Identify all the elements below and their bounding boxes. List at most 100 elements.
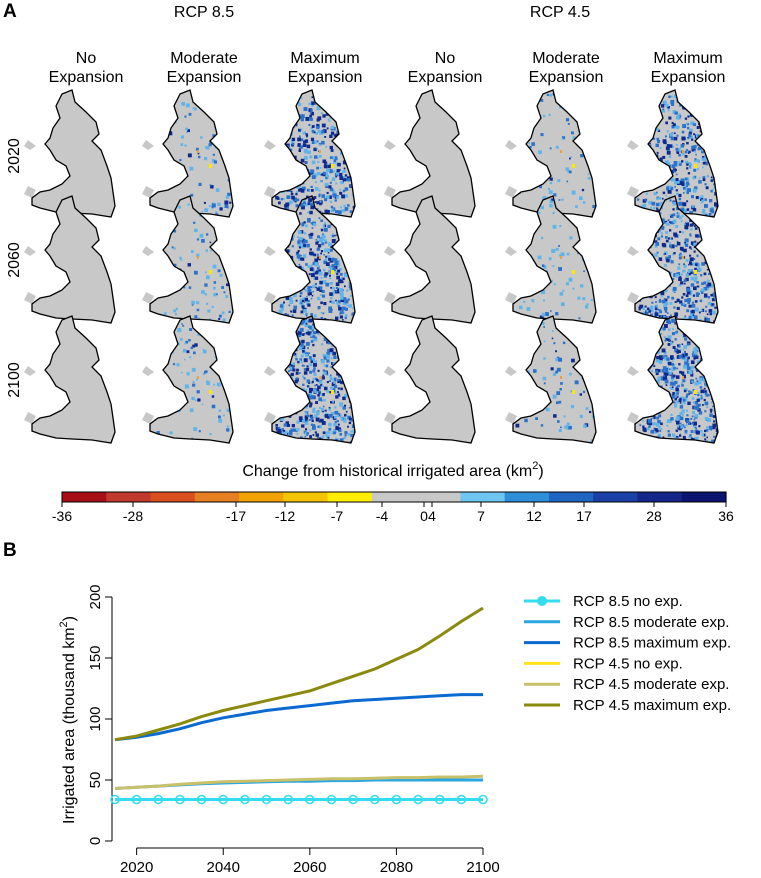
irrigation-pixel bbox=[651, 161, 655, 166]
irrigation-pixel bbox=[318, 397, 322, 402]
irrigation-pixel bbox=[678, 114, 682, 118]
irrigation-pixel bbox=[695, 329, 698, 333]
irrigation-pixel bbox=[672, 208, 675, 211]
irrigation-pixel bbox=[355, 288, 357, 290]
panel-a-letter: A bbox=[3, 1, 17, 22]
irrigation-pixel bbox=[572, 136, 576, 140]
irrigation-pixel bbox=[706, 175, 709, 178]
irrigation-pixel bbox=[279, 137, 283, 140]
irrigation-pixel bbox=[580, 131, 583, 134]
irrigation-pixel bbox=[693, 145, 697, 149]
irrigation-pixel bbox=[643, 246, 647, 250]
irrigation-pixel bbox=[286, 377, 289, 381]
irrigation-pixel bbox=[286, 385, 290, 390]
irrigation-pixel bbox=[295, 408, 298, 411]
irrigation-pixel bbox=[671, 296, 675, 300]
irrigation-pixel bbox=[672, 253, 675, 256]
irrigation-pixel bbox=[312, 285, 316, 289]
irrigation-pixel bbox=[704, 323, 706, 325]
irrigation-pixel bbox=[326, 381, 329, 384]
irrigation-pixel bbox=[701, 282, 704, 286]
irrigation-pixel bbox=[655, 372, 659, 376]
irrigation-pixel bbox=[532, 321, 534, 323]
irrigation-pixel bbox=[572, 270, 575, 274]
irrigation-pixel bbox=[297, 360, 300, 364]
irrigation-pixel bbox=[674, 180, 679, 185]
irrigation-pixel bbox=[290, 372, 294, 377]
irrigation-pixel bbox=[182, 348, 187, 353]
irrigation-pixel bbox=[556, 391, 561, 395]
irrigation-pixel bbox=[335, 299, 337, 302]
irrigation-pixel bbox=[301, 299, 305, 303]
irrigation-pixel bbox=[283, 301, 285, 304]
irrigation-pixel bbox=[558, 357, 563, 362]
irrigation-pixel bbox=[717, 330, 718, 335]
irrigation-pixel bbox=[653, 427, 656, 430]
irrigation-pixel bbox=[293, 289, 296, 291]
irrigation-pixel bbox=[657, 96, 660, 99]
irrigation-pixel bbox=[351, 194, 354, 197]
irrigation-pixel bbox=[340, 216, 344, 217]
irrigation-pixel bbox=[347, 376, 349, 379]
irrigation-pixel bbox=[585, 407, 589, 411]
irrigation-pixel bbox=[334, 113, 337, 116]
irrigation-pixel bbox=[322, 159, 327, 164]
irrigation-pixel bbox=[282, 96, 285, 99]
irrigation-pixel bbox=[708, 230, 712, 234]
irrigation-pixel bbox=[643, 428, 647, 433]
irrigation-pixel bbox=[652, 267, 655, 271]
irrigation-pixel bbox=[665, 368, 668, 371]
irrigation-pixel bbox=[320, 312, 323, 314]
irrigation-pixel bbox=[288, 212, 292, 216]
irrigation-pixel bbox=[321, 376, 325, 380]
irrigation-pixel bbox=[206, 302, 209, 305]
irrigation-pixel bbox=[693, 250, 696, 253]
irrigation-pixel bbox=[317, 425, 320, 428]
irrigation-pixel bbox=[209, 270, 212, 274]
irrigation-pixel bbox=[557, 420, 560, 423]
irrigation-pixel bbox=[667, 320, 671, 325]
irrigation-pixel bbox=[682, 150, 684, 153]
irrigation-pixel bbox=[662, 243, 667, 248]
irrigation-pixel bbox=[278, 242, 282, 246]
irrigation-pixel bbox=[322, 331, 326, 335]
irrigation-pixel bbox=[711, 328, 715, 332]
irrigation-pixel bbox=[354, 372, 355, 377]
irrigation-pixel bbox=[700, 107, 703, 111]
irrigation-pixel bbox=[276, 234, 280, 237]
irrigation-pixel bbox=[286, 98, 290, 102]
irrigation-pixel bbox=[553, 193, 557, 197]
irrigation-pixel bbox=[274, 248, 277, 252]
irrigation-pixel bbox=[564, 106, 567, 109]
irrigation-pixel bbox=[638, 176, 642, 181]
irrigation-pixel bbox=[354, 134, 355, 137]
irrigation-pixel bbox=[655, 221, 659, 225]
irrigation-pixel bbox=[288, 390, 293, 395]
irrigation-pixel bbox=[204, 271, 207, 274]
irrigation-pixel bbox=[711, 387, 714, 390]
irrigation-pixel bbox=[522, 388, 525, 391]
irrigation-pixel bbox=[531, 299, 535, 303]
irrigation-pixel bbox=[652, 380, 655, 383]
irrigation-pixel bbox=[666, 444, 670, 448]
irrigation-pixel bbox=[291, 340, 295, 344]
irrigation-pixel bbox=[571, 190, 576, 195]
irrigation-pixel bbox=[653, 422, 657, 426]
irrigation-pixel bbox=[644, 212, 648, 217]
irrigation-pixel bbox=[661, 283, 666, 288]
irrigation-pixel bbox=[674, 322, 677, 325]
irrigation-pixel bbox=[333, 327, 336, 329]
irrigation-pixel bbox=[688, 150, 691, 154]
irrigation-pixel bbox=[642, 199, 647, 203]
irrigation-pixel bbox=[700, 364, 703, 367]
irrigation-pixel bbox=[343, 226, 347, 230]
irrigation-pixel bbox=[303, 368, 307, 371]
irrigation-pixel bbox=[715, 139, 718, 143]
irrigation-pixel bbox=[653, 206, 656, 210]
irrigation-pixel bbox=[688, 133, 692, 138]
irrigation-pixel bbox=[344, 285, 346, 288]
irrigation-pixel bbox=[686, 287, 690, 292]
irrigation-pixel bbox=[326, 390, 329, 393]
irrigation-pixel bbox=[222, 318, 226, 322]
irrigation-pixel bbox=[691, 147, 696, 152]
